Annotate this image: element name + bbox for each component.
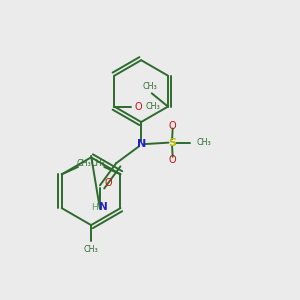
Text: O: O (105, 178, 112, 188)
Text: O: O (169, 121, 176, 130)
Text: O: O (134, 102, 142, 112)
Text: CH₃: CH₃ (76, 159, 91, 168)
Text: CH₃: CH₃ (146, 102, 160, 111)
Text: CH₃: CH₃ (196, 138, 211, 147)
Text: CH₃: CH₃ (143, 82, 158, 91)
Text: O: O (169, 155, 176, 165)
Text: N: N (98, 202, 107, 212)
Text: S: S (168, 138, 176, 148)
Text: CH₃: CH₃ (84, 245, 98, 254)
Text: CH₃: CH₃ (91, 159, 106, 168)
Text: H: H (91, 203, 98, 212)
Text: N: N (136, 139, 146, 149)
